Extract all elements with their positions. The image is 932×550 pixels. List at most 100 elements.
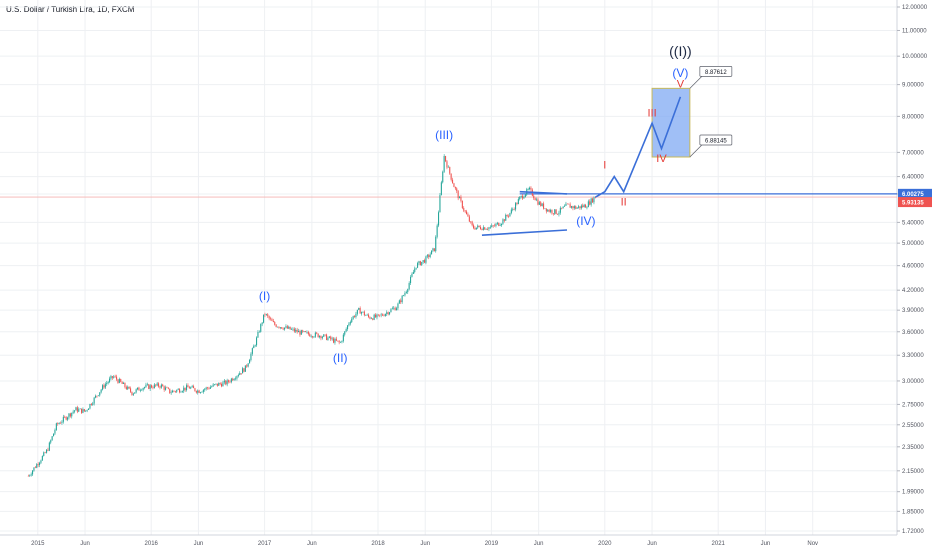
candle-body (188, 387, 190, 389)
candle-body (279, 327, 281, 328)
candle-body (505, 214, 507, 221)
candle-body (342, 334, 344, 342)
candle-body (265, 314, 267, 316)
candle-body (270, 318, 272, 320)
candle-body (319, 335, 321, 338)
candle-body (274, 322, 276, 325)
candle-body (113, 376, 115, 378)
x-tick-label: Jun (534, 541, 544, 547)
candle-body (414, 268, 416, 272)
candle-body (386, 312, 388, 314)
candle-body (96, 395, 98, 397)
candle-body (109, 378, 111, 382)
candle-body (384, 313, 386, 317)
candle-body (67, 417, 69, 420)
candle-body (498, 222, 500, 226)
candle-body (316, 332, 318, 334)
candle-body (452, 179, 454, 184)
candle-body (40, 460, 42, 463)
candle-body (293, 328, 295, 332)
candle-body (36, 464, 38, 468)
candle-body (477, 225, 479, 228)
candle-body (256, 337, 258, 346)
candle-body (76, 407, 78, 412)
candle-body (445, 156, 447, 162)
candle-body (306, 331, 308, 333)
candle-body (233, 379, 235, 381)
candle-body (285, 326, 287, 328)
candle-body (123, 382, 125, 384)
candle-body (54, 429, 56, 434)
candle-body (391, 308, 393, 310)
candle-body (323, 334, 325, 337)
candle-body (533, 195, 535, 199)
candle-body (237, 375, 239, 377)
candle-body (334, 338, 336, 343)
candle-body (557, 213, 559, 215)
candle-body (43, 452, 45, 456)
candle-body (104, 384, 106, 388)
candle-body (512, 209, 514, 210)
candles-group (27, 154, 596, 478)
candle-body (127, 386, 129, 390)
candle-body (426, 255, 428, 257)
candle-body (400, 300, 402, 303)
candle-body (488, 227, 490, 230)
candle-body (78, 409, 80, 412)
candle-body (548, 209, 550, 212)
candle-body (480, 226, 482, 230)
x-tick-label: 2020 (598, 541, 612, 547)
candle-body (120, 379, 122, 382)
price-tag-red (898, 197, 932, 208)
candle-body (106, 383, 108, 385)
candle-body (82, 409, 84, 413)
candle-body (214, 384, 216, 385)
candle-body (529, 187, 531, 190)
candle-body (393, 307, 395, 309)
candle-body (506, 214, 508, 216)
candle-body (86, 409, 88, 411)
y-tick-label: 11.00000 (902, 28, 927, 34)
candle-body (173, 390, 175, 392)
candle-body (116, 376, 118, 380)
candle-body (236, 376, 238, 379)
candle-body (46, 449, 48, 453)
candle-body (44, 452, 46, 454)
candle-body (64, 416, 66, 418)
candle-body (181, 391, 183, 392)
wave-label: I (603, 159, 606, 171)
candle-body (544, 208, 546, 210)
candle-body (135, 389, 137, 393)
candle-body (382, 314, 384, 316)
candle-body (202, 389, 204, 392)
candle-body (578, 206, 580, 208)
candle-body (579, 206, 581, 209)
candle-body (547, 209, 549, 212)
candle-body (358, 308, 360, 310)
candle-body (347, 325, 349, 330)
candle-body (562, 206, 564, 209)
candle-body (449, 166, 451, 174)
projection-path (594, 96, 682, 198)
y-tick-label: 9.00000 (902, 83, 924, 89)
candle-body (72, 411, 74, 413)
candle-body (524, 194, 526, 198)
price-tag-red-text: 5.93135 (902, 200, 924, 206)
y-tick-label: 3.00000 (902, 379, 924, 385)
candle-body (32, 470, 34, 475)
y-tick-label: 1.99000 (902, 490, 924, 496)
candle-body (130, 388, 132, 392)
candle-body (235, 378, 237, 380)
candle-body (90, 403, 92, 405)
price-callout-text: 6.88145 (705, 138, 727, 144)
y-tick-label: 7.00000 (902, 150, 924, 156)
candle-body (408, 283, 410, 290)
candle-body (321, 336, 323, 339)
candle-body (527, 189, 529, 190)
candle-body (286, 326, 288, 329)
y-tick-label: 2.15000 (902, 469, 924, 475)
candle-body (212, 384, 214, 387)
candle-body (340, 342, 342, 343)
